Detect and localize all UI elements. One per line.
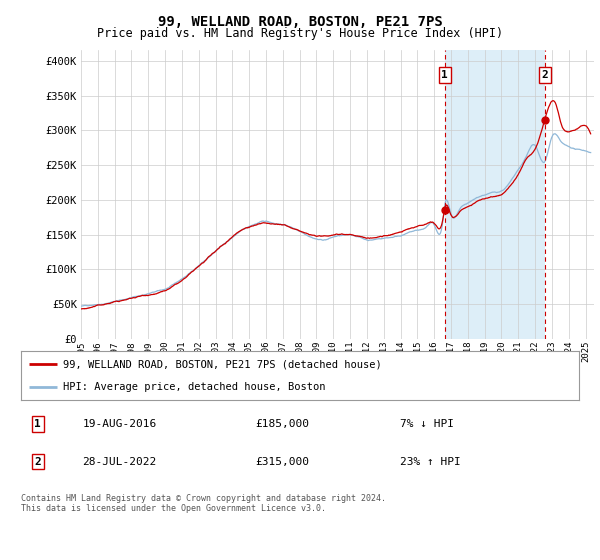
Bar — [445, 50, 545, 339]
Text: 99, WELLAND ROAD, BOSTON, PE21 7PS: 99, WELLAND ROAD, BOSTON, PE21 7PS — [158, 15, 442, 29]
Text: £185,000: £185,000 — [256, 419, 310, 429]
Text: 7% ↓ HPI: 7% ↓ HPI — [400, 419, 454, 429]
Text: 28-JUL-2022: 28-JUL-2022 — [82, 457, 157, 466]
Text: Price paid vs. HM Land Registry's House Price Index (HPI): Price paid vs. HM Land Registry's House … — [97, 27, 503, 40]
Text: 99, WELLAND ROAD, BOSTON, PE21 7PS (detached house): 99, WELLAND ROAD, BOSTON, PE21 7PS (deta… — [63, 360, 382, 370]
Text: 1: 1 — [34, 419, 41, 429]
Text: £315,000: £315,000 — [256, 457, 310, 466]
Text: HPI: Average price, detached house, Boston: HPI: Average price, detached house, Bost… — [63, 382, 325, 392]
Text: 23% ↑ HPI: 23% ↑ HPI — [400, 457, 461, 466]
Text: Contains HM Land Registry data © Crown copyright and database right 2024.
This d: Contains HM Land Registry data © Crown c… — [21, 494, 386, 514]
Text: 2: 2 — [541, 70, 548, 80]
Text: 19-AUG-2016: 19-AUG-2016 — [82, 419, 157, 429]
Text: 1: 1 — [442, 70, 448, 80]
Text: 2: 2 — [34, 457, 41, 466]
